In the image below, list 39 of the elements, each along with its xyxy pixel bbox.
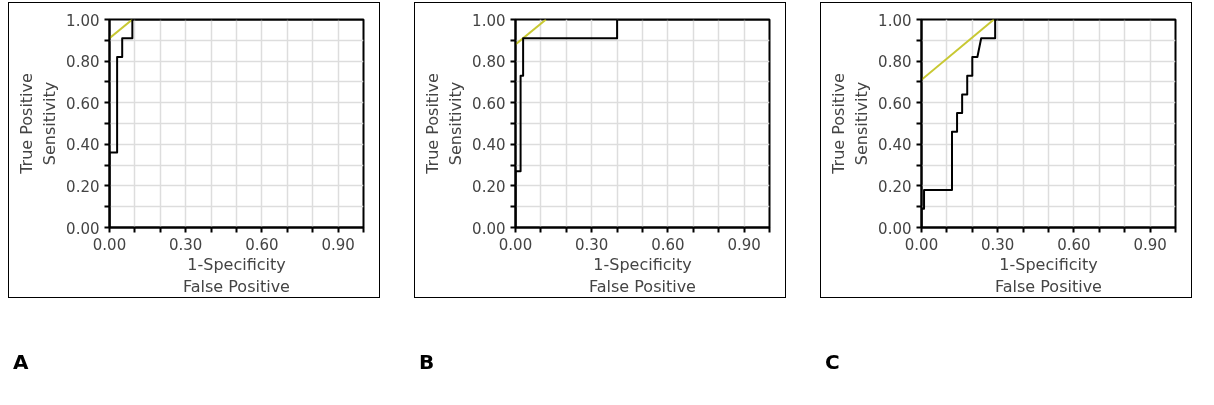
- y-tick-label: 1.00: [66, 11, 100, 30]
- y-axis-title: True Positive Sensitivity: [17, 73, 60, 175]
- y-tick-label: 0.00: [66, 219, 100, 238]
- x-tick-label: 0.60: [651, 235, 685, 254]
- y-tick-label: 1.00: [878, 11, 912, 30]
- x-axis-title: 1-Specificity False Positive: [589, 254, 696, 297]
- y-tick-label: 0.20: [472, 177, 506, 196]
- x-tick-label: 0.60: [245, 235, 279, 254]
- y-tick-label: 0.40: [878, 136, 912, 155]
- y-tick-label: 0.80: [878, 53, 912, 72]
- y-tick-label: 0.60: [66, 94, 100, 113]
- y-tick-label: 0.00: [878, 219, 912, 238]
- y-tick-label: 0.40: [472, 136, 506, 155]
- y-tick-label: 0.20: [66, 177, 100, 196]
- x-tick-label: 0.30: [981, 235, 1015, 254]
- x-tick-label: 0.30: [169, 235, 203, 254]
- y-tick-label: 1.00: [472, 11, 506, 30]
- x-tick-label: 0.90: [321, 235, 355, 254]
- y-tick-label: 0.40: [66, 136, 100, 155]
- y-tick-label: 0.60: [472, 94, 506, 113]
- y-tick-label: 0.80: [472, 53, 506, 72]
- text: B: [419, 349, 435, 376]
- y-axis-title: True Positive Sensitivity: [423, 73, 466, 175]
- x-tick-label: 0.00: [498, 235, 533, 254]
- x-tick-label: 0.90: [727, 235, 761, 254]
- y-tick-label: 0.60: [878, 94, 912, 113]
- x-axis-title: 1-Specificity False Positive: [183, 254, 290, 297]
- x-tick-label: 0.00: [92, 235, 127, 254]
- x-axis-title: 1-Specificity False Positive: [995, 254, 1102, 297]
- x-tick-label: 0.00: [904, 235, 939, 254]
- y-tick-label: 0.00: [472, 219, 506, 238]
- x-tick-label: 0.90: [1133, 235, 1167, 254]
- text: C: [825, 349, 840, 376]
- x-tick-label: 0.30: [575, 235, 609, 254]
- y-tick-label: 0.80: [66, 53, 100, 72]
- x-tick-label: 0.60: [1057, 235, 1091, 254]
- text: A: [13, 349, 29, 376]
- y-axis-title: True Positive Sensitivity: [829, 73, 872, 175]
- y-tick-label: 0.20: [878, 177, 912, 196]
